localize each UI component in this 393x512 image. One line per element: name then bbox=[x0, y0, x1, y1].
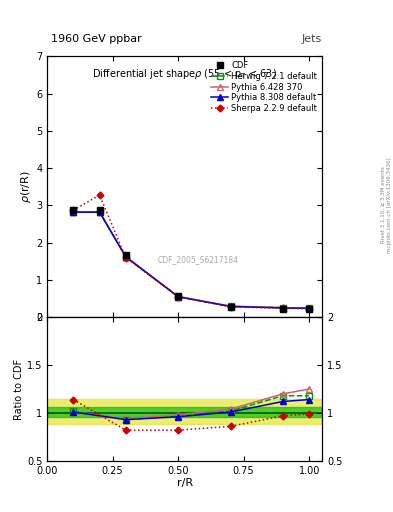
Legend: CDF, Herwig 7.2.1 default, Pythia 6.428 370, Pythia 8.308 default, Sherpa 2.2.9 : CDF, Herwig 7.2.1 default, Pythia 6.428 … bbox=[208, 58, 321, 116]
Pythia 6.428 370 bbox=[123, 253, 128, 260]
Pythia 6.428 370 bbox=[97, 209, 102, 215]
Sherpa 2.2.9 default bbox=[97, 192, 102, 198]
Text: mcplots.cern.ch [arXiv:1306.3436]: mcplots.cern.ch [arXiv:1306.3436] bbox=[387, 157, 391, 252]
Pythia 8.308 default bbox=[176, 294, 180, 300]
Herwig 7.2.1 default bbox=[71, 209, 76, 215]
Pythia 6.428 370 bbox=[281, 305, 285, 311]
CDF bbox=[228, 304, 233, 310]
X-axis label: r/R: r/R bbox=[176, 478, 193, 488]
Herwig 7.2.1 default bbox=[228, 304, 233, 310]
Pythia 6.428 370 bbox=[176, 293, 180, 300]
CDF bbox=[307, 306, 312, 312]
Herwig 7.2.1 default bbox=[176, 294, 180, 300]
CDF bbox=[176, 293, 180, 299]
Bar bbox=[47, 399, 322, 424]
Sherpa 2.2.9 default bbox=[228, 304, 233, 310]
Pythia 8.308 default bbox=[228, 304, 233, 310]
CDF bbox=[71, 207, 76, 213]
Pythia 8.308 default bbox=[97, 209, 102, 215]
Pythia 6.428 370 bbox=[307, 305, 312, 311]
Line: CDF: CDF bbox=[70, 207, 312, 312]
Herwig 7.2.1 default bbox=[307, 305, 312, 311]
Y-axis label: Ratio to CDF: Ratio to CDF bbox=[14, 358, 24, 420]
Sherpa 2.2.9 default bbox=[281, 305, 285, 311]
Herwig 7.2.1 default bbox=[97, 209, 102, 215]
Sherpa 2.2.9 default bbox=[71, 207, 76, 214]
Pythia 6.428 370 bbox=[71, 209, 76, 215]
Line: Herwig 7.2.1 default: Herwig 7.2.1 default bbox=[71, 209, 312, 311]
Sherpa 2.2.9 default bbox=[307, 306, 312, 312]
Line: Sherpa 2.2.9 default: Sherpa 2.2.9 default bbox=[71, 193, 312, 311]
Herwig 7.2.1 default bbox=[123, 254, 128, 260]
Pythia 8.308 default bbox=[307, 305, 312, 311]
Bar bbox=[47, 407, 322, 417]
Text: CDF_2005_S6217184: CDF_2005_S6217184 bbox=[158, 255, 239, 264]
Pythia 8.308 default bbox=[281, 305, 285, 311]
Text: Jets: Jets bbox=[302, 33, 322, 44]
Pythia 8.308 default bbox=[71, 209, 76, 215]
Pythia 8.308 default bbox=[123, 254, 128, 260]
CDF bbox=[123, 252, 128, 258]
Line: Pythia 6.428 370: Pythia 6.428 370 bbox=[71, 209, 312, 311]
Line: Pythia 8.308 default: Pythia 8.308 default bbox=[71, 209, 312, 311]
Text: Rivet 3.1.10, ≥ 3.3M events: Rivet 3.1.10, ≥ 3.3M events bbox=[381, 166, 386, 243]
Y-axis label: $\rho$(r/R): $\rho$(r/R) bbox=[19, 170, 33, 203]
Sherpa 2.2.9 default bbox=[176, 294, 180, 300]
Herwig 7.2.1 default bbox=[281, 305, 285, 311]
CDF bbox=[281, 306, 285, 312]
Sherpa 2.2.9 default bbox=[123, 254, 128, 261]
Pythia 6.428 370 bbox=[228, 303, 233, 309]
CDF bbox=[97, 207, 102, 213]
Text: 1960 GeV ppbar: 1960 GeV ppbar bbox=[51, 33, 142, 44]
Text: Differential jet shape$\rho$ (55 < p$_{\rm T}$ < 63): Differential jet shape$\rho$ (55 < p$_{\… bbox=[92, 67, 277, 81]
